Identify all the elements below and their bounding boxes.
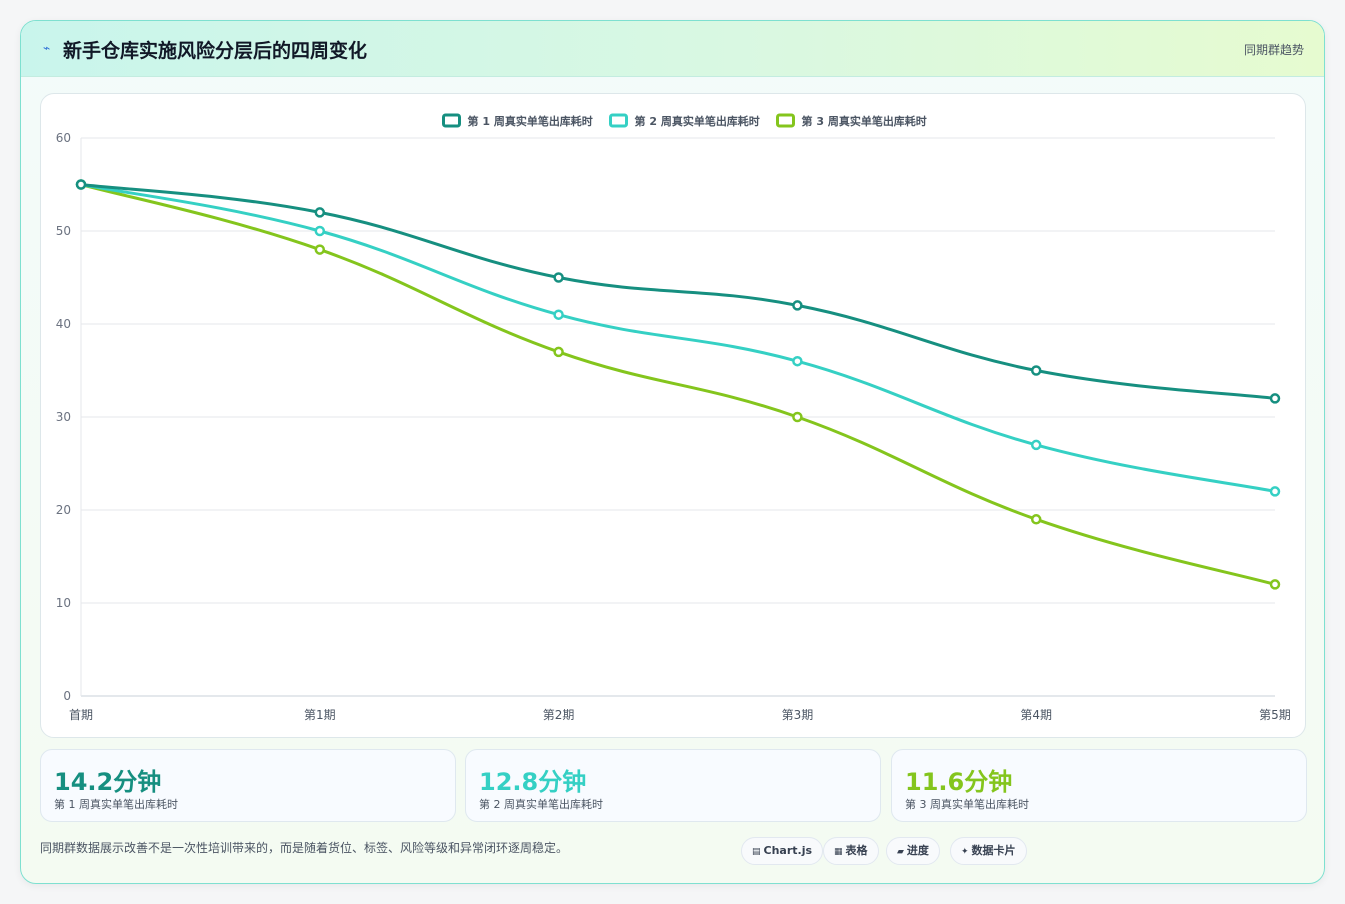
legend-item-2: 第 2 周真实单笔出库耗时 bbox=[609, 113, 760, 128]
data-point bbox=[553, 309, 564, 320]
data-point bbox=[1030, 365, 1042, 376]
data-point bbox=[792, 411, 803, 423]
chip-progress[interactable]: ▰ 进度 bbox=[886, 837, 940, 865]
header-tag: 同期群趋势 bbox=[1243, 43, 1304, 57]
data-point bbox=[314, 225, 326, 237]
x-tick-label: 首期 bbox=[69, 708, 93, 722]
series-line bbox=[79, 183, 1277, 493]
progress-icon: ▰ bbox=[897, 847, 904, 857]
series-2 bbox=[75, 179, 1281, 497]
data-point bbox=[1269, 393, 1281, 404]
chip-label: 数据卡片 bbox=[971, 844, 1016, 857]
stat-value: 12.8分钟 bbox=[479, 768, 587, 796]
legend-swatch bbox=[776, 113, 795, 128]
series-line bbox=[79, 183, 1277, 400]
data-point bbox=[792, 300, 803, 311]
stat-value: 11.6分钟 bbox=[905, 768, 1013, 796]
x-tick-label: 第1期 bbox=[304, 708, 336, 722]
data-point bbox=[553, 272, 564, 283]
data-point bbox=[1269, 486, 1281, 497]
data-point bbox=[1269, 579, 1281, 590]
chip-label: 进度 bbox=[906, 844, 929, 857]
data-point bbox=[1030, 439, 1042, 451]
card-title: 新手仓库实施风险分层后的四周变化 bbox=[63, 40, 368, 62]
legend-label: 第 1 周真实单笔出库耗时 bbox=[468, 114, 593, 128]
series-3 bbox=[75, 179, 1281, 590]
y-tick-label: 60 bbox=[56, 131, 71, 145]
legend-swatch bbox=[442, 113, 461, 128]
legend-swatch bbox=[609, 113, 628, 128]
series-line bbox=[79, 183, 1277, 586]
legend-label: 第 3 周真实单笔出库耗时 bbox=[802, 114, 927, 128]
data-point bbox=[553, 346, 564, 358]
chip-table[interactable]: ▦ 表格 bbox=[823, 837, 879, 865]
stat-value: 14.2分钟 bbox=[54, 768, 162, 796]
data-point bbox=[75, 179, 87, 190]
stat-label: 第 1 周真实单笔出库耗时 bbox=[54, 798, 178, 811]
card-header: ⌁ 新手仓库实施风险分层后的四周变化 同期群趋势 bbox=[21, 21, 1324, 77]
stat-label: 第 2 周真实单笔出库耗时 bbox=[479, 798, 603, 811]
series-1 bbox=[75, 179, 1281, 404]
y-tick-label: 20 bbox=[56, 503, 71, 517]
stat-card-week1: 14.2分钟 第 1 周真实单笔出库耗时 bbox=[40, 749, 456, 822]
chip-label: Chart.js bbox=[763, 844, 813, 857]
chart-icon: ▤ bbox=[752, 847, 761, 857]
x-tick-label: 第5期 bbox=[1259, 708, 1291, 722]
x-tick-label: 第4期 bbox=[1020, 708, 1052, 722]
footnote: 同期群数据展示改善不是一次性培训带来的，而是随着货位、标签、风险等级和异常闭环逐… bbox=[40, 841, 569, 855]
legend-label: 第 2 周真实单笔出库耗时 bbox=[635, 114, 760, 128]
legend-item-3: 第 3 周真实单笔出库耗时 bbox=[776, 113, 927, 128]
stat-card-week2: 12.8分钟 第 2 周真实单笔出库耗时 bbox=[465, 749, 881, 822]
table-icon: ▦ bbox=[834, 847, 843, 857]
legend-item-1: 第 1 周真实单笔出库耗时 bbox=[442, 113, 593, 128]
lightning-icon: ⌁ bbox=[43, 41, 51, 55]
chip-label: 表格 bbox=[845, 844, 868, 857]
y-tick-label: 10 bbox=[56, 596, 71, 610]
data-point bbox=[314, 207, 326, 218]
line-chart: 0 10 20 30 40 50 60 首期 第1期 第2期 第3期 第4期 第5期 第 1 周真实单笔出… bbox=[56, 113, 1291, 722]
data-point bbox=[792, 355, 803, 367]
chart-container: 0 10 20 30 40 50 60 首期 第1期 第2期 第3期 第4期 第5期 第 1 周真实单笔出… bbox=[40, 93, 1306, 738]
y-tick-label: 50 bbox=[56, 224, 71, 238]
y-tick-label: 40 bbox=[56, 317, 71, 331]
report-card: ⌁ 新手仓库实施风险分层后的四周变化 同期群趋势 0 10 20 30 40 50 60 首期… bbox=[20, 20, 1325, 884]
sparkle-icon: ✦ bbox=[961, 847, 969, 857]
data-point bbox=[314, 244, 326, 255]
stat-label: 第 3 周真实单笔出库耗时 bbox=[905, 798, 1029, 811]
chip-data-card[interactable]: ✦ 数据卡片 bbox=[950, 837, 1027, 865]
x-tick-label: 第3期 bbox=[782, 708, 814, 722]
x-tick-label: 第2期 bbox=[543, 708, 575, 722]
chip-chartjs[interactable]: ▤ Chart.js bbox=[741, 837, 824, 865]
y-tick-label: 30 bbox=[56, 410, 71, 424]
y-tick-label: 0 bbox=[63, 689, 71, 703]
data-point bbox=[1030, 514, 1042, 525]
stat-card-week3: 11.6分钟 第 3 周真实单笔出库耗时 bbox=[891, 749, 1307, 822]
